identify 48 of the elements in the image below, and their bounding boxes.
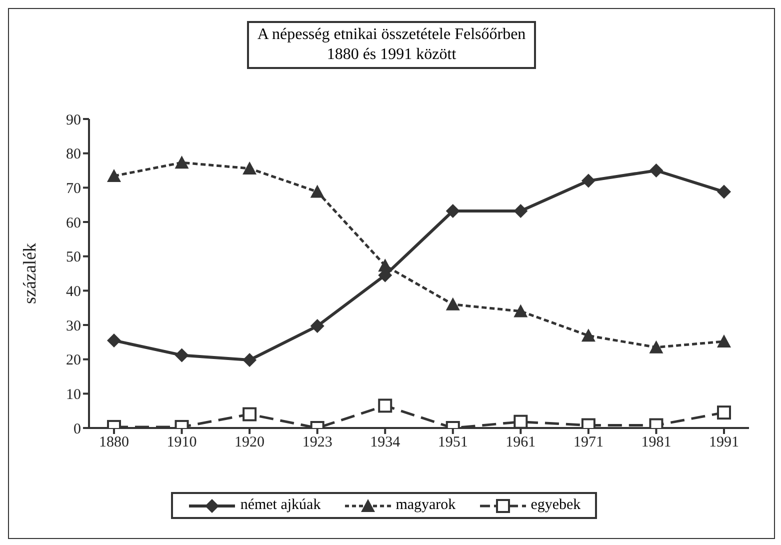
x-tick-label: 1991: [709, 434, 739, 451]
y-tick-label: 0: [74, 421, 81, 438]
x-tick-label: 1910: [166, 434, 197, 451]
point: [649, 164, 664, 178]
point: [107, 333, 121, 348]
point: [514, 304, 528, 318]
y-axis-title: százalék: [19, 243, 40, 304]
y-tick-label: 40: [66, 284, 81, 300]
point: [242, 407, 257, 422]
point: [174, 156, 189, 169]
x-tick-label: 1920: [234, 434, 265, 451]
y-tick-label: 70: [66, 180, 81, 197]
point: [174, 348, 189, 362]
x-tick-label: 1961: [506, 434, 536, 451]
point: [514, 414, 528, 428]
point: [378, 398, 392, 413]
x-tick-label: 1923: [302, 434, 332, 451]
point: [446, 204, 460, 218]
x-tick-label: 1934: [370, 434, 401, 451]
point: [514, 204, 528, 218]
legend-label: egyebek: [530, 497, 581, 514]
y-tick-label: 50: [66, 250, 81, 266]
point: [581, 174, 596, 188]
y-tick-label: 90: [66, 112, 81, 128]
point: [649, 340, 664, 354]
x-tick-label: 1971: [573, 434, 604, 451]
point: [717, 406, 731, 420]
point: [378, 258, 392, 272]
y-tick-label: 60: [66, 215, 81, 232]
y-tick-label: 20: [66, 352, 81, 369]
point: [446, 297, 460, 310]
point: [107, 168, 121, 182]
point: [717, 334, 731, 348]
x-tick-label: 1880: [99, 434, 129, 451]
y-tick-label: 10: [66, 386, 81, 403]
point: [310, 319, 324, 334]
legend-label: német ajkúak: [239, 497, 321, 514]
point: [717, 184, 731, 199]
legend-label: magyarok: [394, 497, 456, 514]
point: [242, 161, 257, 174]
y-tick-label: 30: [66, 318, 81, 334]
x-tick-label: 1951: [438, 434, 468, 451]
point: [581, 328, 596, 342]
point: [242, 353, 257, 368]
y-tick-label: 80: [66, 146, 81, 163]
x-tick-label: 1981: [641, 434, 672, 451]
chart-title: A népesség etnikai összetétele Felsőőrben 1880 és 1991 között: [257, 25, 526, 65]
point: [310, 184, 324, 198]
